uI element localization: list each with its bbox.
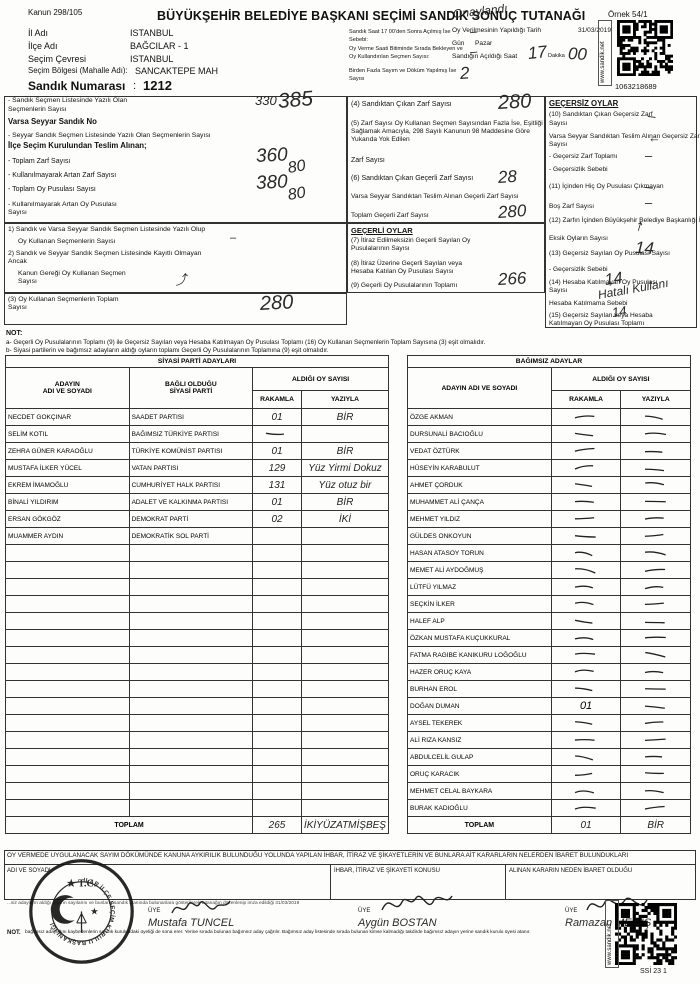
svg-text:★: ★	[90, 906, 99, 917]
svg-text:BAĞCILAR İLÇE SEÇİM KURULU BAŞ: BAĞCILAR İLÇE SEÇİM KURULU BAŞKANLIĞI	[27, 856, 115, 945]
